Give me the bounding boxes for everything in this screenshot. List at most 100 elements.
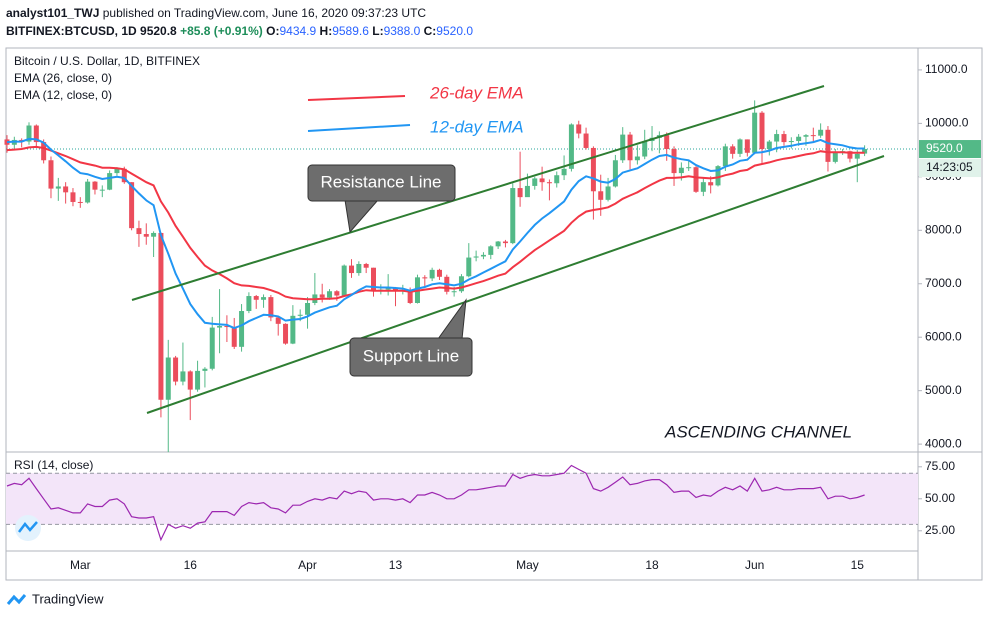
candle-body xyxy=(341,265,347,296)
y-tick-label: 8000.0 xyxy=(925,222,962,236)
o-label: O: xyxy=(266,24,280,38)
candle-body xyxy=(627,134,633,161)
last-price: 9520.8 xyxy=(140,24,177,38)
candle-body xyxy=(180,371,186,382)
publish-line: analyst101_TWJ published on TradingView.… xyxy=(6,4,473,22)
footer-logo xyxy=(6,594,27,605)
candle-body xyxy=(605,186,611,200)
candle-body xyxy=(55,186,61,189)
ema26-annotation: 26-day EMA xyxy=(429,83,524,102)
countdown: 14:23:05 xyxy=(926,160,973,174)
candle-body xyxy=(561,168,567,176)
candle-body xyxy=(268,297,274,318)
published: published on TradingView.com, June 16, 2… xyxy=(102,6,427,20)
candle-body xyxy=(832,151,838,162)
candle-body xyxy=(722,146,728,167)
candle-body xyxy=(847,151,853,159)
legend-ema26: EMA (26, close, 0) xyxy=(14,71,112,85)
candle-body xyxy=(598,191,604,200)
support-callout-text: Support Line xyxy=(363,346,459,365)
watermark-logo-mark xyxy=(18,521,38,533)
candle-body xyxy=(239,311,245,347)
candle-body xyxy=(41,142,47,161)
h-value: 9589.6 xyxy=(332,24,369,38)
candle-body xyxy=(480,254,486,257)
x-tick-label: 15 xyxy=(851,558,865,572)
candle-body xyxy=(686,167,692,169)
candle-body xyxy=(664,135,670,150)
candle-body xyxy=(165,357,171,400)
candle-body xyxy=(209,327,215,369)
x-tick-label: 13 xyxy=(389,558,403,572)
candle-body xyxy=(752,112,758,153)
legend-ema12: EMA (12, close, 0) xyxy=(14,88,112,102)
candle-body xyxy=(327,291,333,298)
candle-body xyxy=(246,296,252,312)
candle-body xyxy=(129,182,135,229)
candle-body xyxy=(319,294,325,298)
candle-body xyxy=(539,178,545,183)
candle-body xyxy=(99,189,105,191)
candle-body xyxy=(451,291,457,293)
y-tick-label: 75.00 xyxy=(925,459,955,473)
candle-body xyxy=(546,182,552,184)
candle-body xyxy=(363,263,369,268)
candle-body xyxy=(693,167,699,192)
candle-body xyxy=(700,182,706,192)
candle-body xyxy=(510,188,516,244)
price-label: 9520.0 xyxy=(926,141,963,155)
candle-body xyxy=(202,368,208,371)
candle-body xyxy=(495,241,501,247)
candle-body xyxy=(253,296,259,300)
candle-body xyxy=(283,323,289,344)
l-value: 9388.0 xyxy=(383,24,421,38)
candle-body xyxy=(187,371,193,390)
ema-line xyxy=(6,145,865,301)
candle-body xyxy=(33,125,39,143)
candle-body xyxy=(810,135,816,137)
candle-body xyxy=(356,263,362,274)
candle-body xyxy=(715,166,721,186)
y-tick-label: 11000.0 xyxy=(925,62,968,76)
candle-body xyxy=(48,160,54,189)
candle-body xyxy=(642,141,648,157)
x-tick-label: 16 xyxy=(184,558,198,572)
candle-body xyxy=(708,182,714,186)
y-tick-label: 6000.0 xyxy=(925,329,962,343)
candle-body xyxy=(825,129,831,162)
candle-body xyxy=(158,232,164,400)
y-tick-label: 25.00 xyxy=(925,523,955,537)
frame xyxy=(5,47,983,581)
y-tick-label: 4000.0 xyxy=(925,436,962,450)
change: +85.8 (+0.91%) xyxy=(180,24,263,38)
candle-body xyxy=(436,269,442,277)
candle-body xyxy=(371,267,376,291)
candle-body xyxy=(195,370,201,390)
candle-body xyxy=(173,357,179,382)
h-label: H: xyxy=(319,24,333,38)
price-label-box xyxy=(919,140,981,159)
candle-body xyxy=(517,188,523,198)
rsi-band xyxy=(6,473,918,525)
channel-annotation: ASCENDING CHANNEL xyxy=(664,422,852,441)
author: analyst101_TWJ xyxy=(6,6,100,20)
x-tick-label: 18 xyxy=(645,558,659,572)
candle-body xyxy=(788,141,794,143)
x-tick-label: Apr xyxy=(298,558,317,572)
candle-body xyxy=(524,185,530,198)
countdown-box xyxy=(919,159,981,178)
c-label: C: xyxy=(423,24,437,38)
candle-body xyxy=(766,141,772,150)
candle-body xyxy=(473,256,479,258)
candle-body xyxy=(583,133,589,148)
candle-body xyxy=(77,201,83,203)
x-tick-label: Jun xyxy=(745,558,764,572)
support-callout xyxy=(349,337,473,377)
l-label: L: xyxy=(372,24,384,38)
symbol-line: BITFINEX:BTCUSD, 1D 9520.8 +85.8 (+0.91%… xyxy=(6,22,473,40)
candle-body xyxy=(466,257,472,277)
candle-body xyxy=(862,149,868,154)
candle-body xyxy=(297,314,303,316)
